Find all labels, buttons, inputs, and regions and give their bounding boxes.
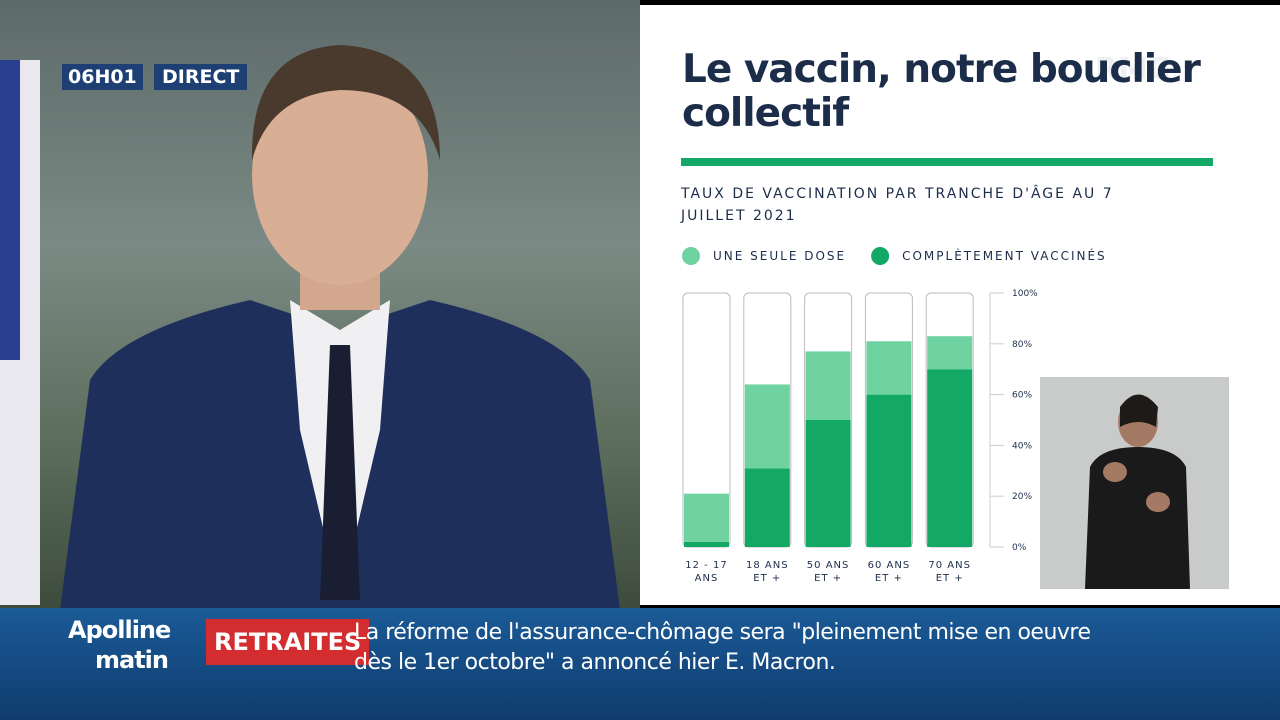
- bar-segment: [927, 336, 973, 370]
- bar-segment: [684, 541, 729, 547]
- bar-segment: [866, 341, 912, 395]
- bar-segment: [927, 369, 973, 547]
- legend-swatch: [871, 247, 890, 265]
- legend-swatch: [682, 247, 700, 265]
- y-tick-label: 40%: [1012, 441, 1032, 451]
- show-logo: matin: [95, 646, 169, 674]
- y-tick-label: 100%: [1012, 289, 1038, 299]
- x-tick-label: 50 ANS ET +: [806, 560, 850, 584]
- interpreter-figure: [1085, 394, 1190, 589]
- ticker-headline: La réforme de l'assurance-chômage sera "…: [354, 620, 1091, 675]
- x-tick-label: 12 - 17 ANS: [685, 560, 728, 584]
- x-tick-label: 60 ANS ET +: [867, 560, 911, 584]
- watermark: RMC: [1095, 52, 1170, 87]
- show-logo: Apolline: [68, 616, 171, 644]
- legend-label: UNE SEULE DOSE: [713, 249, 846, 263]
- chart-subtitle: TAUX DE VACCINATION PAR TRANCHE D'ÂGE AU…: [681, 186, 1114, 224]
- clock: 06H01: [62, 64, 143, 90]
- live-badge: DIRECT: [154, 64, 248, 90]
- chart-title: Le vaccin, notre bouclier collectif: [682, 47, 1201, 136]
- bar-segment: [744, 468, 790, 547]
- y-tick-label: 80%: [1012, 340, 1032, 350]
- bar-segment: [805, 351, 851, 420]
- bar-segment: [866, 394, 912, 547]
- bar-segment: [744, 384, 790, 469]
- legend-label: COMPLÈTEMENT VACCINÉS: [902, 248, 1107, 263]
- sign-interpreter: [1040, 377, 1229, 589]
- y-tick-label: 20%: [1012, 492, 1032, 502]
- bar-segment: [805, 420, 851, 547]
- ticker-tag: RETRAITES: [206, 619, 370, 665]
- y-tick-label: 0%: [1012, 543, 1027, 553]
- y-tick-label: 60%: [1012, 391, 1032, 401]
- x-tick-label: 18 ANS ET +: [746, 560, 789, 584]
- x-tick-label: 70 ANS ET +: [928, 560, 971, 584]
- speaker-silhouette: [0, 45, 620, 610]
- title-rule: [681, 158, 1213, 166]
- bar-segment: [684, 493, 729, 542]
- video-feed: [0, 0, 640, 610]
